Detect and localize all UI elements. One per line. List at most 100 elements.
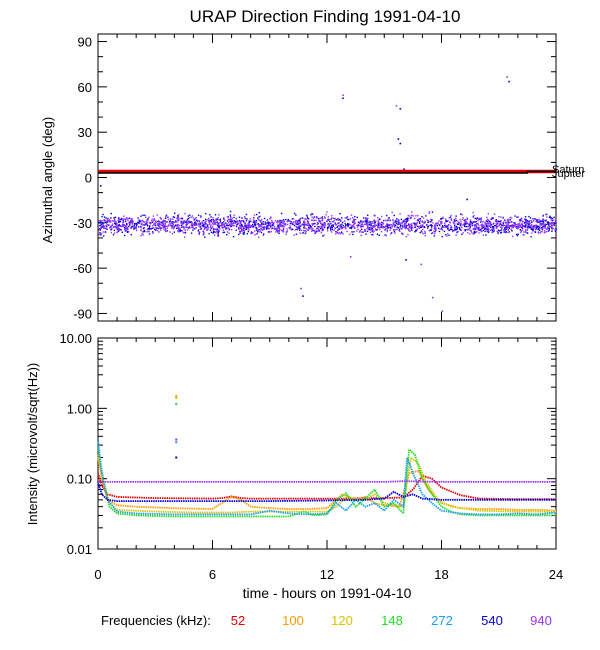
az-point	[102, 225, 104, 227]
az-point	[265, 223, 267, 225]
az-point	[174, 224, 177, 226]
az-point	[508, 227, 511, 229]
az-point	[177, 216, 180, 218]
az-point	[336, 232, 339, 234]
az-point	[401, 222, 403, 224]
az-point	[123, 226, 126, 229]
az-point	[504, 219, 506, 221]
az-point	[337, 222, 339, 225]
az-point	[226, 223, 228, 225]
az-point	[360, 228, 363, 230]
az-point	[105, 220, 108, 223]
az-point	[335, 230, 338, 233]
az-point	[205, 229, 208, 231]
az-point	[354, 222, 356, 224]
az-point	[507, 220, 509, 222]
az-point	[330, 229, 332, 232]
az-point	[222, 224, 224, 226]
az-point	[358, 224, 360, 227]
az-point	[360, 221, 362, 223]
az-point	[126, 223, 128, 226]
az-point	[512, 227, 514, 229]
az-point	[235, 222, 237, 224]
az-point	[475, 226, 478, 228]
az-point	[389, 219, 391, 221]
az-point	[305, 224, 307, 226]
az-point	[386, 225, 388, 227]
az-point	[321, 217, 323, 219]
az-point	[351, 217, 354, 219]
az-point	[330, 218, 332, 220]
az-point	[257, 223, 259, 225]
az-point	[267, 220, 269, 223]
az-point	[454, 226, 457, 229]
az-point	[185, 226, 187, 229]
az-point	[124, 220, 127, 223]
az-point	[474, 217, 477, 220]
az-point	[452, 221, 454, 223]
az-point	[101, 226, 104, 229]
az-point	[359, 229, 362, 232]
az-point	[387, 219, 389, 221]
az-point	[206, 229, 209, 231]
az-point	[205, 212, 207, 215]
az-point	[276, 221, 278, 224]
az-point	[103, 227, 105, 230]
az-point	[466, 217, 468, 219]
az-point	[303, 229, 305, 232]
az-point	[377, 220, 380, 223]
az-point	[158, 231, 160, 233]
az-point	[259, 215, 261, 218]
az-point	[533, 225, 536, 227]
az-point	[265, 226, 268, 229]
in-outlier-point	[175, 397, 178, 400]
az-point	[188, 217, 191, 219]
az-ytick-label: -60	[73, 261, 92, 276]
az-point	[324, 224, 326, 226]
az-point	[505, 222, 507, 225]
az-point	[299, 225, 301, 228]
az-point	[321, 220, 324, 222]
az-point	[367, 217, 369, 220]
az-point	[230, 222, 233, 224]
az-point	[360, 234, 362, 237]
az-point	[226, 234, 228, 236]
az-point	[254, 224, 256, 227]
az-point	[480, 217, 482, 219]
az-point	[112, 234, 115, 236]
az-point	[407, 214, 409, 217]
az-point	[473, 214, 475, 217]
az-point	[217, 229, 219, 232]
az-point	[299, 218, 301, 220]
az-outlier-point	[506, 76, 508, 78]
az-point	[204, 220, 207, 222]
az-point	[191, 226, 193, 229]
az-point	[516, 227, 519, 230]
az-point	[405, 222, 407, 224]
az-point	[391, 225, 393, 228]
az-point	[480, 219, 483, 221]
az-point	[243, 221, 246, 224]
az-point	[548, 227, 551, 230]
az-point	[368, 228, 370, 231]
az-point	[305, 228, 308, 230]
az-point	[498, 216, 500, 218]
az-point	[488, 220, 491, 223]
az-point	[141, 222, 143, 224]
az-point	[110, 228, 113, 231]
az-point	[476, 230, 478, 233]
az-point	[172, 223, 174, 225]
az-point	[194, 228, 196, 230]
az-point	[376, 233, 379, 235]
az-point	[508, 226, 510, 228]
az-point	[132, 220, 134, 222]
az-point	[492, 217, 494, 219]
az-point	[166, 230, 169, 232]
az-point	[536, 225, 538, 227]
az-point	[107, 221, 109, 223]
az-point	[551, 230, 553, 233]
az-point	[102, 231, 104, 233]
az-point	[338, 221, 340, 224]
az-point	[540, 224, 542, 227]
az-point	[157, 220, 160, 222]
